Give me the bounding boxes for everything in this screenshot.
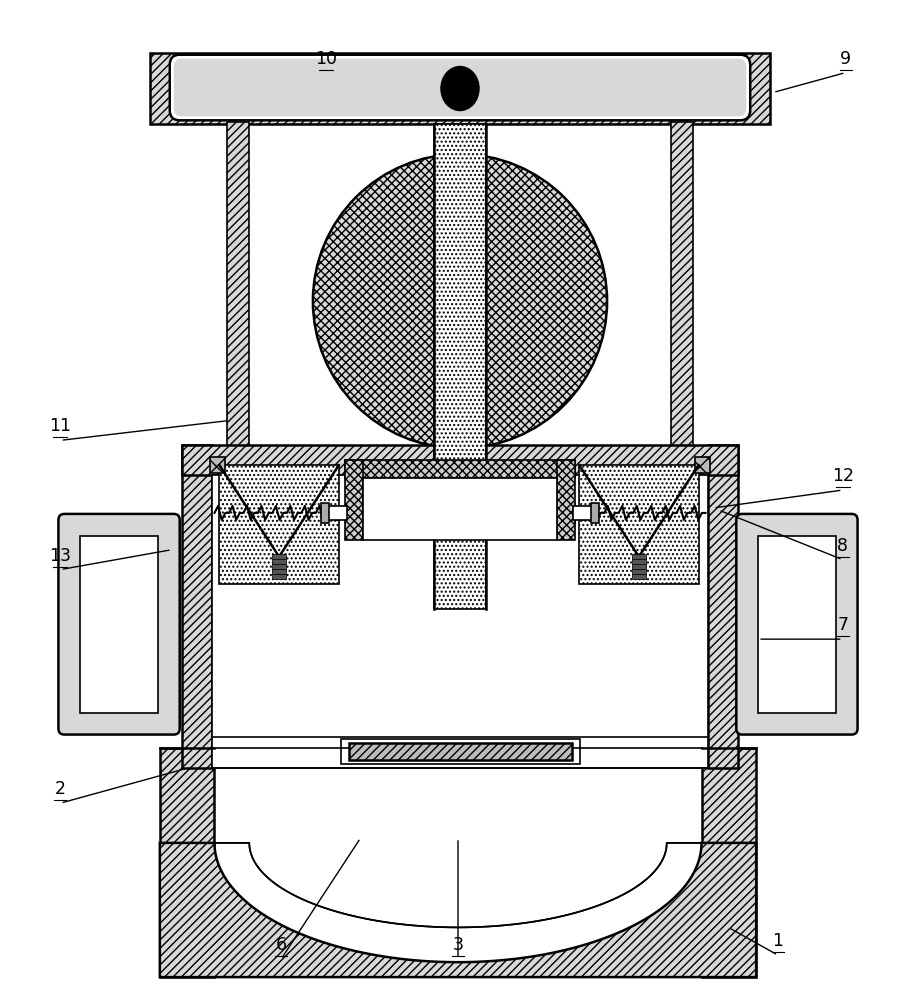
FancyBboxPatch shape xyxy=(59,514,180,735)
Bar xyxy=(434,124,485,609)
Polygon shape xyxy=(214,843,702,927)
Bar xyxy=(272,569,286,574)
Bar xyxy=(327,506,346,520)
Bar xyxy=(758,536,835,713)
Bar xyxy=(212,475,708,768)
Text: 11: 11 xyxy=(49,417,71,435)
Bar xyxy=(210,457,225,473)
Bar xyxy=(349,743,572,760)
Bar xyxy=(591,503,599,523)
Bar xyxy=(159,748,214,977)
Polygon shape xyxy=(159,843,757,977)
Bar xyxy=(579,465,699,584)
Bar xyxy=(434,124,485,609)
Text: 2: 2 xyxy=(55,780,66,798)
Bar xyxy=(220,465,339,584)
Bar xyxy=(321,503,329,523)
Bar xyxy=(272,574,286,579)
Bar xyxy=(341,739,580,764)
Bar xyxy=(632,564,646,569)
Bar xyxy=(632,569,646,574)
Bar xyxy=(632,554,646,559)
Bar xyxy=(181,445,738,475)
Text: 12: 12 xyxy=(832,467,854,485)
Bar xyxy=(272,564,286,569)
FancyBboxPatch shape xyxy=(736,514,857,735)
Bar xyxy=(272,554,286,559)
Bar xyxy=(272,559,286,564)
Bar xyxy=(632,574,646,579)
Text: 6: 6 xyxy=(276,936,287,954)
Bar xyxy=(671,122,692,530)
Text: 7: 7 xyxy=(837,616,848,634)
Bar xyxy=(558,460,575,540)
Bar xyxy=(150,53,770,124)
Bar xyxy=(363,478,558,540)
Text: 9: 9 xyxy=(840,50,851,68)
FancyBboxPatch shape xyxy=(174,59,747,116)
Text: 10: 10 xyxy=(315,50,337,68)
Bar xyxy=(702,748,757,977)
Text: 8: 8 xyxy=(837,537,848,555)
Bar xyxy=(708,445,738,768)
Bar xyxy=(632,559,646,564)
Text: 3: 3 xyxy=(453,936,463,954)
Ellipse shape xyxy=(442,67,479,110)
Bar xyxy=(573,506,594,520)
Text: 1: 1 xyxy=(772,932,783,950)
Text: 13: 13 xyxy=(49,547,71,565)
Bar xyxy=(694,457,711,473)
Bar xyxy=(344,460,363,540)
Bar xyxy=(227,122,249,530)
Circle shape xyxy=(313,154,607,448)
Bar xyxy=(344,460,575,478)
Bar xyxy=(81,536,158,713)
FancyBboxPatch shape xyxy=(169,55,750,120)
Bar xyxy=(181,445,212,768)
